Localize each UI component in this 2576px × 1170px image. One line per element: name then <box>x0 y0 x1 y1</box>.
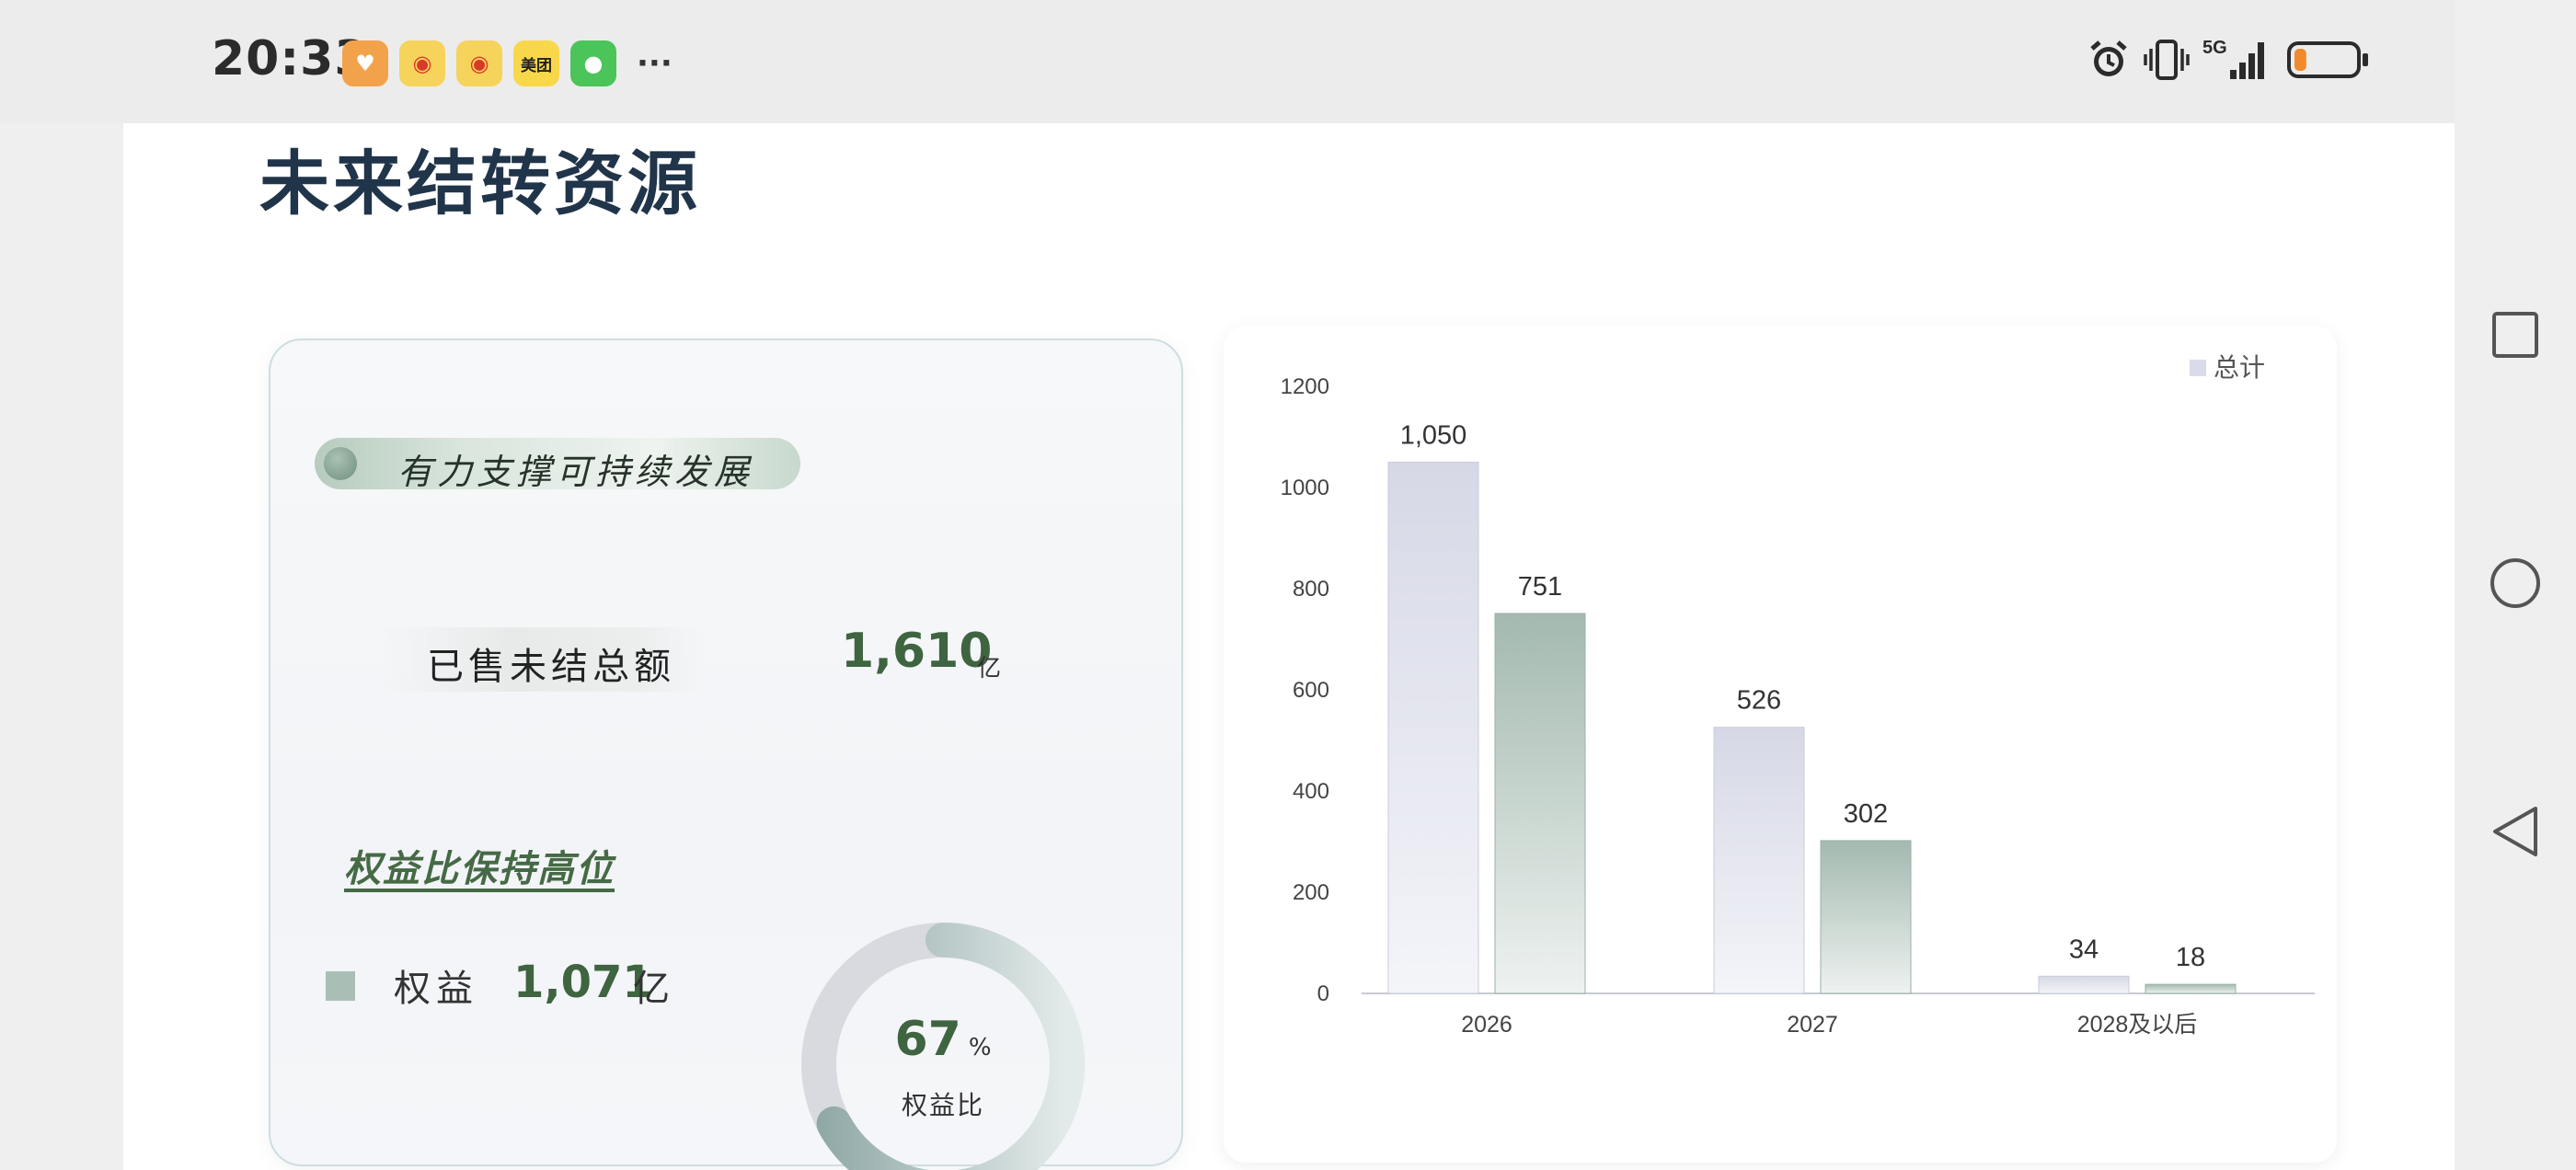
data-label: 751 <box>1518 572 1562 602</box>
meituan-icon: 美团 <box>513 40 559 86</box>
recent-apps-button[interactable] <box>2455 309 2576 361</box>
data-label: 18 <box>2176 943 2205 972</box>
slide: 未来结转资源 有力支撑可持续发展 已售未结总额 1,610 亿 权益比保持高位 … <box>123 123 2455 1170</box>
bar-total <box>2038 975 2130 994</box>
bar-total <box>1713 727 1805 994</box>
status-bar: 20:33 ♥ ◉ ◉ 美团 ● ··· 5G <box>0 0 2455 123</box>
pill-dot-icon <box>324 447 357 480</box>
system-icons: 5G <box>2087 37 2370 83</box>
donut-value: 67 <box>894 1012 961 1067</box>
bar-equity <box>1820 840 1912 994</box>
x-tick-label: 2027 <box>1787 1012 1838 1038</box>
x-tick-label: 2028及以后 <box>2077 1012 2198 1038</box>
x-tick-label: 2026 <box>1461 1012 1512 1038</box>
legend-label: 总计 <box>2214 352 2265 383</box>
y-tick-label: 0 <box>1317 981 1329 1006</box>
data-label: 34 <box>2069 935 2099 964</box>
back-button[interactable] <box>2455 804 2576 859</box>
vibrate-icon <box>2144 37 2190 83</box>
home-button[interactable] <box>2455 556 2576 611</box>
navigation-bar <box>2455 0 2576 1170</box>
wechat-icon: ● <box>570 40 616 86</box>
signal-icon: 5G <box>2202 37 2272 83</box>
y-tick-label: 1200 <box>1281 374 1329 399</box>
donut-label: 权益比 <box>901 1090 984 1120</box>
weibo-icon: ◉ <box>399 40 445 86</box>
equity-legend-square-icon <box>326 971 355 1001</box>
bar-total <box>1387 462 1479 994</box>
data-label: 1,050 <box>1400 421 1467 451</box>
triangle-back-icon <box>2493 807 2537 856</box>
donut-value-row: 67% <box>800 1012 1086 1067</box>
y-tick-label: 800 <box>1293 577 1329 602</box>
bar-equity <box>1494 613 1586 994</box>
equity-label: 权益 <box>394 968 478 1010</box>
equity-ratio-heading: 权益比保持高位 <box>344 847 615 890</box>
clock: 20:33 <box>212 31 369 86</box>
weibo-icon: ◉ <box>456 40 502 86</box>
donut-arc <box>801 923 1085 1170</box>
battery-icon <box>2285 37 2370 83</box>
equity-value: 1,071 <box>513 957 653 1008</box>
y-tick-label: 200 <box>1293 880 1329 905</box>
more-notifications-icon: ··· <box>637 45 673 82</box>
slide-title: 未来结转资源 <box>259 143 701 224</box>
square-icon <box>2492 312 2538 358</box>
network-type-label: 5G <box>2202 38 2227 58</box>
data-label: 526 <box>1737 686 1781 716</box>
bar-equity <box>2145 983 2237 994</box>
y-tick-label: 400 <box>1293 779 1329 804</box>
circle-icon <box>2490 558 2540 608</box>
notification-icons: ♥ ◉ ◉ 美团 ● ··· <box>342 40 673 86</box>
pill-text: 有力支撑可持续发展 <box>397 452 754 492</box>
sold-unrecognized-label: 已售未结总额 <box>427 646 675 688</box>
bar-chart: 0 200 400 600 800 1000 1200 1,050 751 2026 526 302 2… <box>1281 352 2315 1038</box>
y-tick-label: 600 <box>1293 678 1329 703</box>
sold-unrecognized-value: 1,610 <box>841 624 993 679</box>
y-tick-label: 1000 <box>1281 476 1329 500</box>
sold-unrecognized-label-box: 已售未结总额 <box>381 627 703 692</box>
chart-card: 0 200 400 600 800 1000 1200 1,050 751 2026 526 302 2… <box>1224 326 2337 1163</box>
legend-swatch <box>2190 360 2206 376</box>
summary-card: 有力支撑可持续发展 已售未结总额 1,610 亿 权益比保持高位 权益 1,07… <box>269 338 1183 1170</box>
heart-app-icon: ♥ <box>342 40 388 86</box>
alarm-icon <box>2087 37 2131 83</box>
data-label: 302 <box>1844 799 1888 829</box>
equity-unit: 亿 <box>633 968 670 1010</box>
equity-ratio-donut: 67% 权益比 <box>800 922 1086 1170</box>
highlight-pill: 有力支撑可持续发展 <box>315 438 800 492</box>
donut-unit: % <box>968 1034 992 1061</box>
sold-unrecognized-unit: 亿 <box>977 655 1002 682</box>
